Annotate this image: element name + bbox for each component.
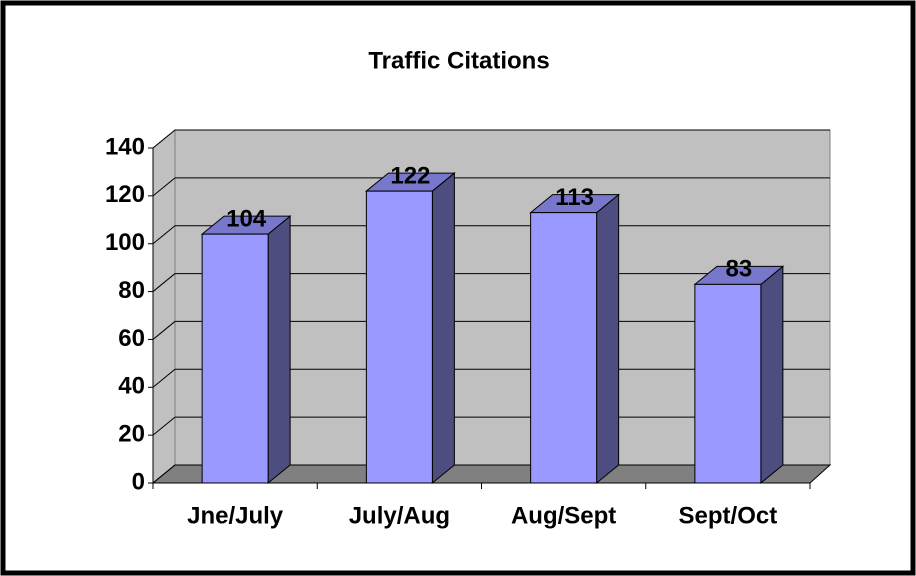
bar-side xyxy=(267,215,291,485)
grid-line xyxy=(152,416,176,436)
bar-side xyxy=(760,265,784,485)
x-tick-label: Sept/Oct xyxy=(679,502,778,529)
grid-line xyxy=(152,321,176,340)
y-tick-label: 40 xyxy=(118,373,145,400)
bar-front xyxy=(530,212,598,484)
bar xyxy=(364,172,456,485)
bar-front xyxy=(365,190,433,484)
bar-side xyxy=(431,172,455,485)
y-tick-label: 60 xyxy=(118,325,145,352)
data-label: 122 xyxy=(390,162,430,189)
bar-front xyxy=(694,283,762,484)
bar xyxy=(693,265,785,485)
y-tick-label: 120 xyxy=(105,181,145,208)
y-tick-label: 0 xyxy=(132,468,145,495)
y-tick-label: 100 xyxy=(105,229,145,256)
x-tick-label: July/Aug xyxy=(349,502,450,529)
data-label: 83 xyxy=(726,256,753,283)
grid-line xyxy=(152,225,176,245)
data-label: 113 xyxy=(555,184,594,211)
grid-line xyxy=(152,464,176,484)
y-tick-label: 140 xyxy=(105,133,145,160)
bar-side xyxy=(596,193,620,485)
chart-title: Traffic Citations xyxy=(368,47,549,74)
data-label: 104 xyxy=(226,205,267,232)
grid-line xyxy=(152,368,176,388)
grid-line xyxy=(152,129,176,149)
bar xyxy=(529,193,621,485)
grid-line xyxy=(152,177,176,197)
x-tick-label: Jne/July xyxy=(187,502,284,529)
bar-front xyxy=(201,233,269,484)
y-tick-label: 80 xyxy=(118,277,145,304)
bar xyxy=(200,215,292,485)
y-tick-label: 20 xyxy=(118,420,145,447)
grid-line xyxy=(152,273,176,292)
x-tick-label: Aug/Sept xyxy=(511,502,616,529)
side-wall xyxy=(152,128,176,485)
